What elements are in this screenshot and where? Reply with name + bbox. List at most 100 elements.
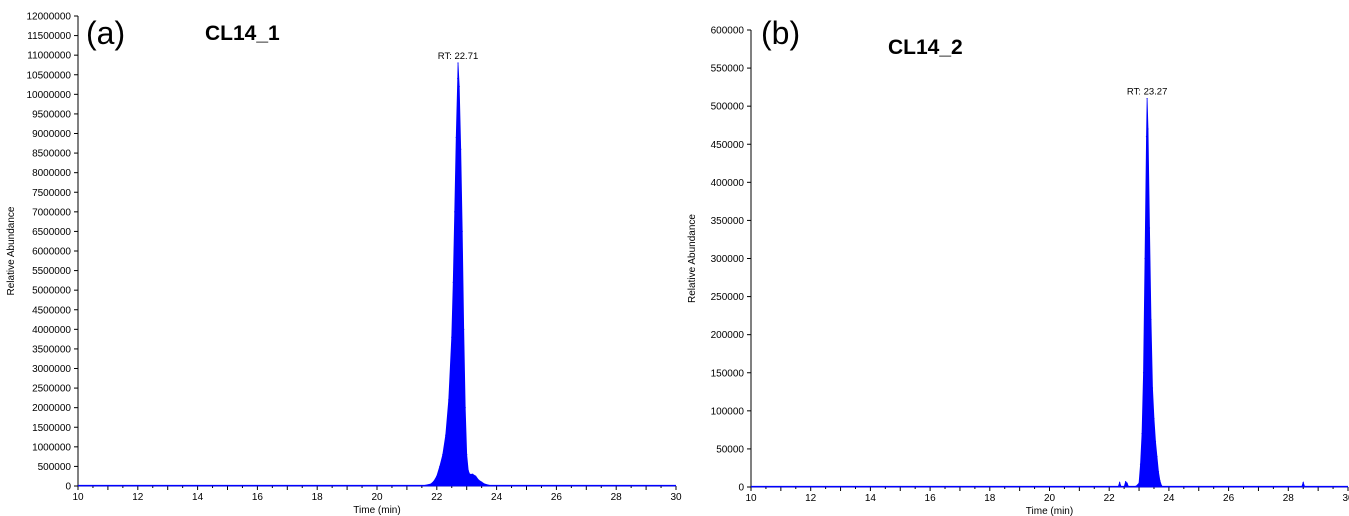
y-tick-label: 9000000 [32, 129, 71, 140]
y-tick-label: 0 [65, 482, 71, 493]
x-tick-label: 20 [371, 492, 383, 503]
x-tick-label: 14 [865, 493, 877, 504]
x-tick-label: 26 [551, 492, 563, 503]
data-point [1135, 485, 1137, 487]
data-point [1125, 481, 1127, 483]
data-point [1302, 481, 1304, 484]
data-point [490, 485, 492, 487]
y-tick-label: 500000 [711, 102, 745, 113]
y-tick-label: 7000000 [32, 207, 71, 218]
x-tick-label: 18 [312, 492, 324, 503]
data-point [448, 399, 450, 401]
y-tick-label: 0 [738, 483, 744, 494]
panel-label: (a) [86, 15, 125, 51]
y-axis-title: Relative Abundance [6, 206, 17, 295]
data-point [433, 480, 435, 482]
data-point [1160, 484, 1163, 487]
sample-title: CL14_2 [888, 36, 963, 59]
data-point [445, 434, 447, 436]
data-point [472, 473, 474, 475]
data-point [460, 148, 462, 150]
data-point [1154, 440, 1157, 442]
x-tick-label: 10 [745, 493, 757, 504]
data-point [1150, 318, 1152, 321]
x-tick-label: 16 [925, 493, 937, 504]
y-tick-label: 5000000 [32, 286, 71, 297]
series-area-trace [751, 98, 1348, 488]
y-tick-label: 10500000 [27, 70, 72, 81]
y-tick-label: 4000000 [32, 325, 71, 336]
y-tick-label: 4500000 [32, 305, 71, 316]
series-area-trace [78, 62, 677, 487]
y-tick-label: 6000000 [32, 247, 71, 258]
x-tick-label: 26 [1223, 493, 1235, 504]
y-tick-label: 2000000 [32, 403, 71, 414]
data-point [481, 481, 483, 483]
y-tick-label: 550000 [711, 64, 745, 75]
x-tick-label: 28 [1283, 493, 1295, 504]
data-point [1119, 481, 1121, 484]
panel-label: (b) [761, 15, 800, 51]
y-tick-label: 150000 [711, 368, 745, 379]
x-tick-label: 20 [1044, 493, 1056, 504]
x-tick-label: 30 [670, 492, 682, 503]
data-point [455, 136, 457, 139]
chart-panel-b: 0 50000 100000 150000 200000 250000 300000 3500… [687, 15, 1349, 516]
data-point [463, 328, 465, 330]
y-tick-label: 1000000 [32, 442, 71, 453]
data-point [478, 479, 480, 481]
data-point [1139, 463, 1142, 465]
y-tick-label: 5500000 [32, 266, 71, 277]
data-point [466, 454, 468, 456]
data-point [1153, 417, 1155, 420]
y-tick-label: 3500000 [32, 344, 71, 355]
data-point [452, 281, 454, 283]
data-point [439, 465, 441, 468]
y-tick-label: 100000 [711, 406, 745, 417]
y-axis-title: Relative Abundance [687, 214, 698, 303]
data-point [1146, 97, 1148, 100]
y-tick-label: 300000 [711, 254, 745, 265]
y-tick-label: 350000 [711, 216, 745, 227]
data-point [457, 62, 459, 64]
chart-panel-a: 0 500000 1000000 1500000 2000000 2500000 30000… [6, 12, 682, 516]
x-tick-label: 18 [984, 493, 996, 504]
data-point [1148, 227, 1151, 229]
x-axis-title: Time (min) [1026, 506, 1073, 516]
data-point [1145, 136, 1148, 138]
peak-rt-label: RT: 23.27 [1127, 87, 1168, 98]
x-tick-label: 30 [1342, 493, 1349, 504]
data-point [1147, 128, 1149, 130]
data-point [436, 475, 438, 477]
sample-title: CL14_1 [205, 22, 280, 45]
x-tick-label: 12 [132, 492, 144, 503]
y-tick-label: 7500000 [32, 188, 71, 199]
data-point [1142, 372, 1145, 374]
y-tick-label: 8000000 [32, 168, 71, 179]
data-point [1138, 482, 1140, 484]
y-tick-label: 11000000 [27, 51, 71, 62]
x-tick-label: 16 [252, 492, 264, 503]
peak-rt-label: RT: 22.71 [438, 51, 479, 62]
y-tick-label: 500000 [38, 462, 72, 473]
y-tick-label: 1500000 [32, 423, 71, 434]
data-point [461, 230, 463, 233]
data-point [1126, 482, 1128, 484]
x-tick-label: 24 [491, 492, 503, 503]
data-point [469, 473, 471, 475]
y-tick-label: 9500000 [32, 109, 71, 120]
y-tick-label: 8500000 [32, 149, 71, 160]
data-point [454, 211, 456, 213]
x-tick-label: 14 [192, 492, 204, 503]
x-tick-label: 24 [1163, 493, 1175, 504]
data-point [451, 336, 453, 338]
data-point [475, 475, 477, 477]
data-point [464, 407, 466, 409]
y-tick-label: 2500000 [32, 384, 71, 395]
data-point [1156, 455, 1158, 458]
data-point [1141, 433, 1143, 435]
data-point [458, 85, 460, 88]
data-point [1157, 471, 1160, 473]
x-axis-title: Time (min) [353, 505, 400, 516]
